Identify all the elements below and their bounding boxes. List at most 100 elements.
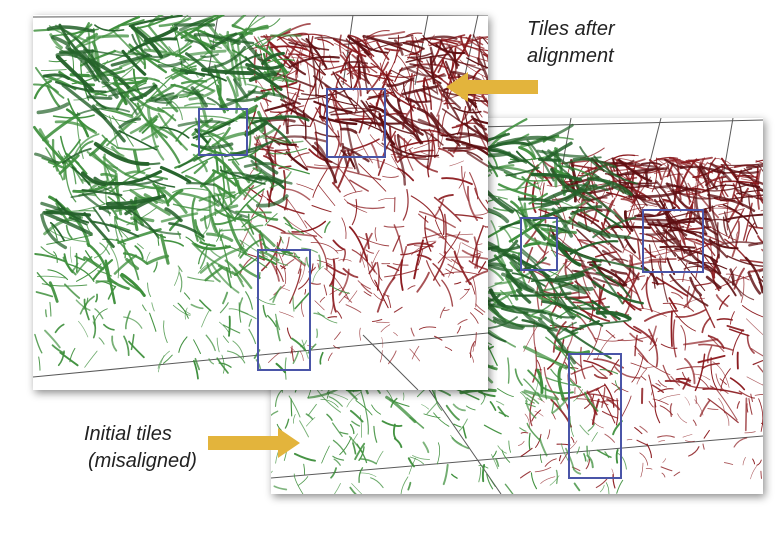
vessel-strand: [94, 308, 104, 320]
vessel-strand: [660, 343, 678, 349]
vessel-strand: [193, 160, 209, 175]
vessel-strand: [720, 163, 763, 166]
vessel-strand: [284, 418, 290, 429]
label-initial-tiles: Initial tiles (misaligned): [84, 421, 197, 475]
vessel-strand: [604, 383, 615, 408]
vessel-strand: [411, 345, 420, 360]
vessel-strand: [723, 211, 734, 243]
vessel-strand: [38, 356, 41, 371]
vessel-strand: [49, 301, 52, 317]
vessel-strand: [579, 424, 590, 436]
vessel-strand: [462, 426, 467, 439]
vessel-strand: [262, 242, 275, 253]
vessel-strand: [332, 439, 347, 455]
highlight-box-small: [520, 217, 558, 271]
vessel-strand: [355, 40, 389, 54]
vessel-strand: [310, 242, 339, 254]
vessel-strand: [471, 108, 488, 148]
vessel-strand: [264, 102, 295, 112]
vessel-strand: [735, 189, 763, 195]
vessel-strand: [193, 33, 241, 45]
vessel-strand: [570, 205, 603, 216]
vessel-strand: [744, 431, 756, 434]
vessel-strand: [497, 445, 507, 454]
vessel-strand: [48, 281, 59, 303]
vessel-strand: [323, 284, 328, 296]
vessel-strand: [460, 165, 470, 202]
vessel-strand: [292, 350, 300, 365]
aligned-tiles-render: [33, 15, 488, 390]
vessel-strand: [274, 149, 277, 165]
vessel-strand: [365, 249, 375, 254]
vessel-strand: [707, 218, 730, 223]
vessel-strand: [553, 153, 558, 188]
vessel-strand: [240, 244, 249, 252]
vessel-strand: [393, 332, 398, 337]
vessel-strand: [282, 287, 290, 292]
vessel-strand: [697, 354, 726, 364]
vessel-strand: [538, 437, 548, 457]
vessel-strand: [239, 33, 278, 77]
vessel-strand: [288, 395, 301, 418]
vessel-strand: [688, 159, 706, 165]
vessel-strand: [363, 291, 372, 297]
vessel-strand: [674, 251, 706, 292]
vessel-strand: [746, 376, 763, 386]
vessel-strand: [450, 434, 463, 445]
vessel-strand: [422, 441, 430, 454]
vessel-strand: [496, 301, 544, 314]
vessel-strand: [169, 99, 183, 121]
vessel-strand: [109, 170, 163, 186]
vessel-strand: [183, 102, 216, 107]
vessel-strand: [507, 357, 510, 384]
vessel-strand: [648, 328, 659, 368]
vessel-strand: [586, 177, 633, 197]
vessel-strand: [605, 329, 616, 339]
vessel-strand: [314, 36, 356, 45]
vessel-strand: [694, 399, 704, 416]
vessel-strand: [694, 353, 706, 392]
vessel-strand: [726, 255, 763, 267]
vessel-strand: [335, 248, 344, 252]
vessel-strand: [760, 209, 763, 212]
vessel-strand: [75, 299, 91, 311]
vessel-strand: [409, 48, 423, 56]
vessel-strand: [460, 35, 470, 57]
vessel-strand: [213, 149, 219, 174]
vessel-strand: [259, 250, 280, 262]
vessel-strand: [101, 27, 120, 38]
vessel-strand: [497, 388, 514, 398]
vessel-strand: [654, 402, 661, 424]
vessel-strand: [468, 260, 488, 271]
vessel-strand: [182, 90, 204, 96]
vessel-strand: [440, 38, 462, 43]
vessel-strand: [639, 452, 649, 466]
vessel-strand: [389, 398, 410, 407]
vessel-strand: [251, 190, 264, 218]
vessel-strand: [234, 188, 265, 219]
vessel-strand: [680, 324, 687, 351]
vessel-strand: [34, 333, 43, 354]
vessel-strand: [36, 272, 52, 288]
vessel-strand: [631, 355, 644, 383]
vessel-strand: [69, 246, 73, 263]
vessel-strand: [317, 38, 334, 46]
vessel-strand: [599, 368, 619, 375]
vessel-strand: [52, 114, 95, 119]
vessel-strand: [693, 373, 711, 381]
vessel-strand: [402, 41, 425, 50]
vessel-strand: [539, 453, 543, 464]
vessel-strand: [436, 90, 443, 117]
vessel-strand: [49, 221, 66, 242]
vessel-strand: [157, 355, 165, 373]
vessel-strand: [418, 326, 437, 330]
vessel-strand: [87, 57, 131, 90]
vessel-strand: [375, 69, 392, 107]
aligned-tiles-panel: [33, 15, 488, 390]
vessel-strand: [648, 244, 656, 289]
vessel-strand: [379, 350, 383, 363]
vessel-strand: [303, 463, 306, 475]
vessel-strand: [447, 263, 464, 273]
vessel-strand: [151, 302, 155, 312]
vessel-strand: [98, 205, 137, 210]
